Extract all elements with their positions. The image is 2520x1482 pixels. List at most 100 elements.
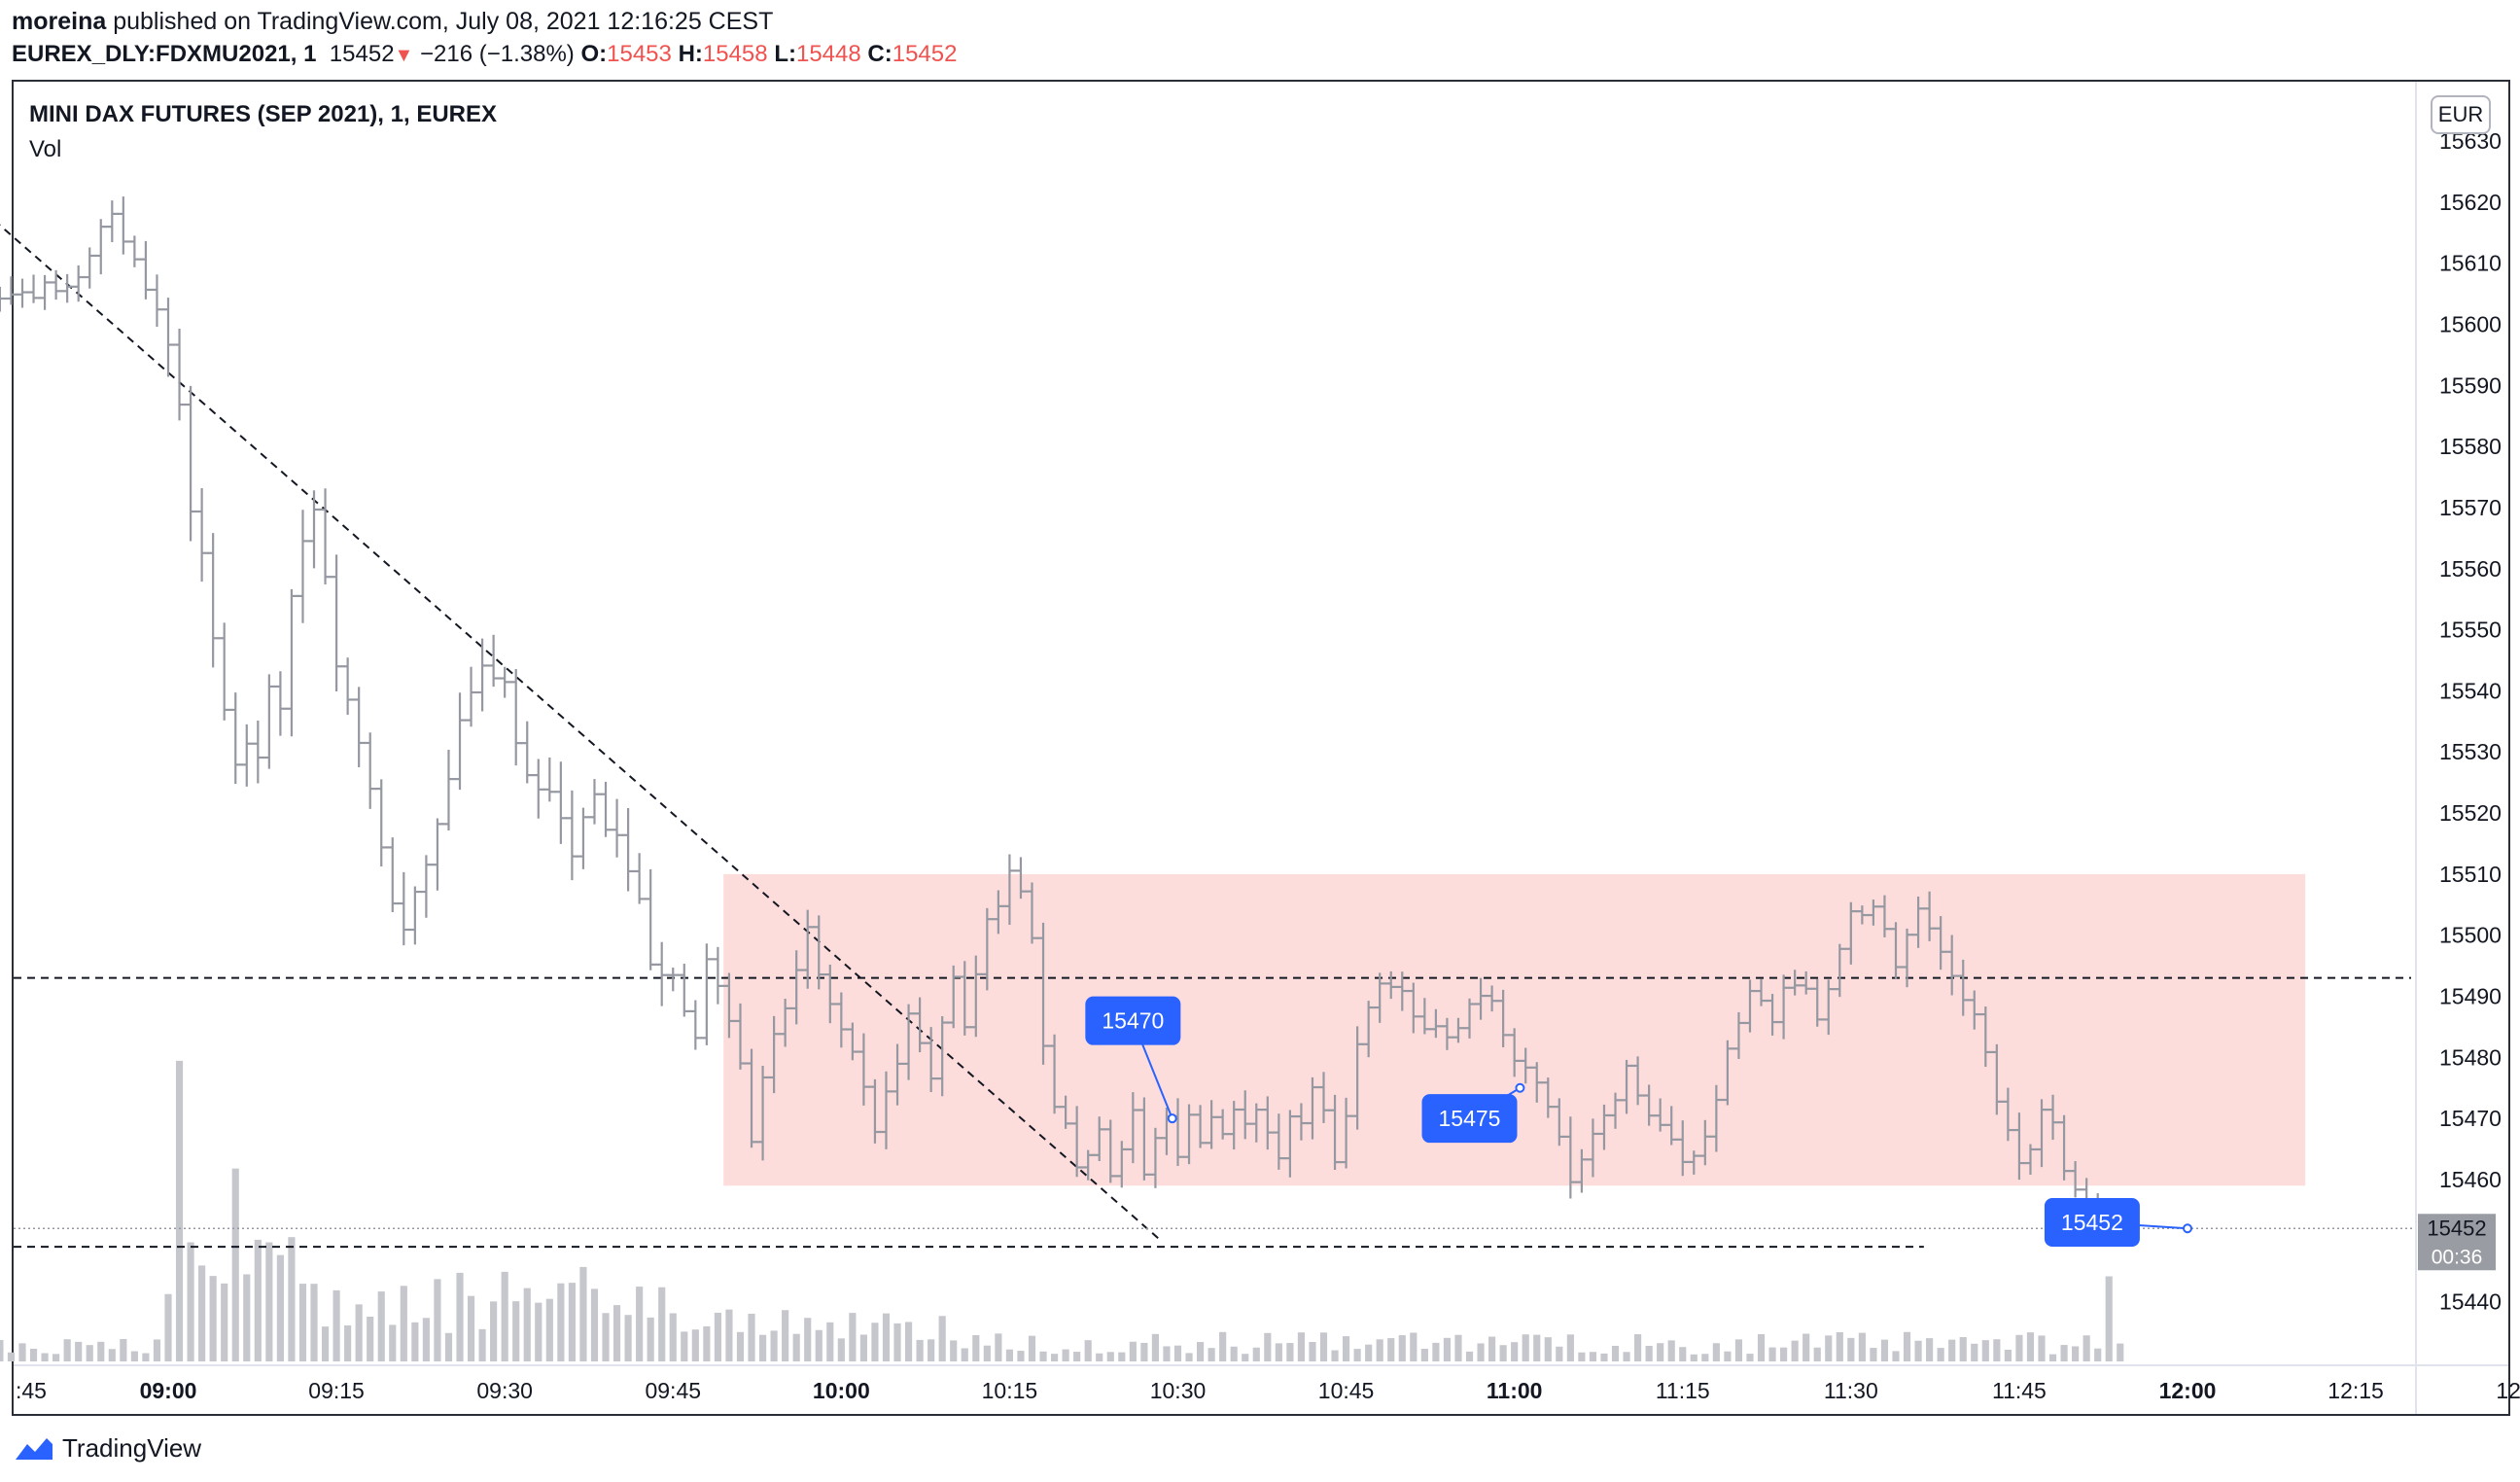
ohlc-bar bbox=[319, 488, 332, 584]
volume-bar bbox=[389, 1324, 397, 1361]
volume-bar bbox=[714, 1312, 721, 1361]
ohlc-bar bbox=[947, 965, 960, 1029]
ohlc-bar bbox=[1418, 998, 1431, 1035]
ohlc-bar bbox=[274, 671, 287, 736]
volume-bar bbox=[243, 1274, 251, 1361]
volume-bar bbox=[1623, 1352, 1630, 1361]
ohlc-bar bbox=[779, 999, 791, 1047]
ohlc-bar bbox=[1834, 943, 1846, 998]
volume-bar bbox=[535, 1302, 542, 1361]
volume-bar bbox=[1084, 1340, 1092, 1361]
price-note[interactable]: 15452 bbox=[2044, 1197, 2192, 1247]
ohlc-bar bbox=[2069, 1161, 2082, 1198]
volume-bar bbox=[7, 1352, 16, 1361]
ohlc-bar bbox=[1497, 989, 1510, 1047]
price-note[interactable]: 15470 bbox=[1085, 996, 1181, 1124]
price-note[interactable]: 15475 bbox=[1421, 1082, 1525, 1144]
ohlc-bar bbox=[331, 554, 343, 691]
ohlc-bar bbox=[476, 638, 489, 712]
volume-bar bbox=[298, 1284, 307, 1361]
volume-bar bbox=[636, 1287, 644, 1361]
publish-info: published on TradingView.com, July 08, 2… bbox=[113, 8, 774, 35]
ohlc-bar bbox=[566, 790, 578, 881]
volume-bar bbox=[1903, 1331, 1911, 1361]
volume-bar bbox=[75, 1341, 83, 1361]
ohlc-bar bbox=[1979, 1006, 1992, 1068]
ohlc-bar bbox=[577, 807, 589, 869]
volume-bar bbox=[703, 1325, 711, 1361]
volume-bar bbox=[221, 1283, 228, 1361]
volume-bar bbox=[1432, 1342, 1440, 1361]
volume-bar bbox=[501, 1271, 508, 1361]
time-tick-label: 10:15 bbox=[982, 1378, 1038, 1403]
ohlc-bar bbox=[218, 622, 230, 721]
time-tick-label: 12:15 bbox=[2328, 1378, 2384, 1403]
volume-bar bbox=[1511, 1342, 1519, 1361]
ohlc-bar bbox=[408, 886, 421, 945]
current-price-tag bbox=[2418, 1214, 2496, 1271]
volume-legend[interactable]: Vol bbox=[29, 136, 62, 162]
currency-button[interactable]: EUR bbox=[2431, 95, 2491, 134]
ohlc-bar bbox=[1194, 1105, 1207, 1148]
ohlc-bar bbox=[756, 1065, 769, 1161]
volume-bar bbox=[1600, 1353, 1608, 1361]
ohlc-bar bbox=[1811, 978, 1824, 1027]
publish-line: moreina published on TradingView.com, Ju… bbox=[12, 8, 773, 36]
ohlc-bar bbox=[633, 853, 646, 904]
ohlc-bar bbox=[1283, 1110, 1296, 1178]
volume-bar bbox=[1477, 1343, 1485, 1361]
ohlc-bar bbox=[364, 732, 376, 809]
footer-brand[interactable]: TradingView bbox=[12, 1433, 201, 1464]
ohlc-bar bbox=[1575, 1148, 1588, 1193]
volume-bar bbox=[1880, 1339, 1889, 1361]
volume-bar bbox=[1566, 1334, 1574, 1361]
volume-bar bbox=[849, 1313, 857, 1361]
ohlc-bar bbox=[914, 997, 927, 1053]
volume-bar bbox=[2105, 1276, 2113, 1361]
volume-bar bbox=[1611, 1345, 1620, 1361]
ohlc-bar bbox=[801, 909, 814, 989]
chart-legend-title[interactable]: MINI DAX FUTURES (SEP 2021), 1, EUREX bbox=[29, 101, 498, 127]
volume-bar bbox=[1443, 1337, 1452, 1361]
volume-bar bbox=[1948, 1339, 1956, 1361]
volume-bar bbox=[1185, 1353, 1193, 1361]
ohlc-bar bbox=[645, 868, 657, 970]
volume-bar bbox=[1836, 1331, 1843, 1361]
volume-bar bbox=[1780, 1347, 1788, 1361]
volume-bar bbox=[1275, 1343, 1282, 1361]
ohlc-bar bbox=[420, 855, 433, 918]
footer-brand-label: TradingView bbox=[62, 1433, 202, 1463]
ohlc-bar bbox=[1082, 1149, 1095, 1181]
volume-bar bbox=[658, 1287, 666, 1361]
price-note-label: 15452 bbox=[2061, 1210, 2123, 1235]
ohlc-bar bbox=[1340, 1097, 1352, 1169]
ohlc-bar bbox=[1441, 1017, 1453, 1050]
ohlc-bar bbox=[1643, 1084, 1656, 1126]
volume-bar bbox=[2072, 1346, 2080, 1361]
volume-bar bbox=[950, 1340, 958, 1361]
volume-bar bbox=[187, 1242, 194, 1361]
volume-bar bbox=[1062, 1349, 1069, 1361]
ohlc-bar bbox=[1957, 959, 1970, 1016]
volume-bar bbox=[1914, 1340, 1922, 1361]
ohlc-bar bbox=[1542, 1077, 1555, 1118]
ohlc-bar bbox=[1710, 1084, 1723, 1152]
ohlc-bar bbox=[1026, 882, 1038, 944]
ohlc-bar bbox=[50, 269, 62, 300]
volume-bar bbox=[1499, 1345, 1507, 1361]
ohlc-bar bbox=[992, 890, 1004, 935]
volume-bar bbox=[1309, 1342, 1316, 1361]
ohlc-bar bbox=[252, 721, 264, 784]
ohlc-bar bbox=[229, 692, 242, 785]
volume-bar bbox=[1813, 1347, 1821, 1361]
volume-bar bbox=[815, 1329, 822, 1361]
volume-bar bbox=[231, 1168, 239, 1361]
volume-bar bbox=[1096, 1353, 1103, 1361]
ohlc-bar bbox=[1486, 985, 1498, 1012]
ohlc-bar bbox=[1990, 1043, 2003, 1115]
time-tick-label: 11:45 bbox=[1992, 1378, 2047, 1403]
volume-bar bbox=[1028, 1335, 1036, 1361]
bar-countdown-label: 00:36 bbox=[2432, 1246, 2483, 1268]
volume-bar bbox=[164, 1293, 172, 1361]
